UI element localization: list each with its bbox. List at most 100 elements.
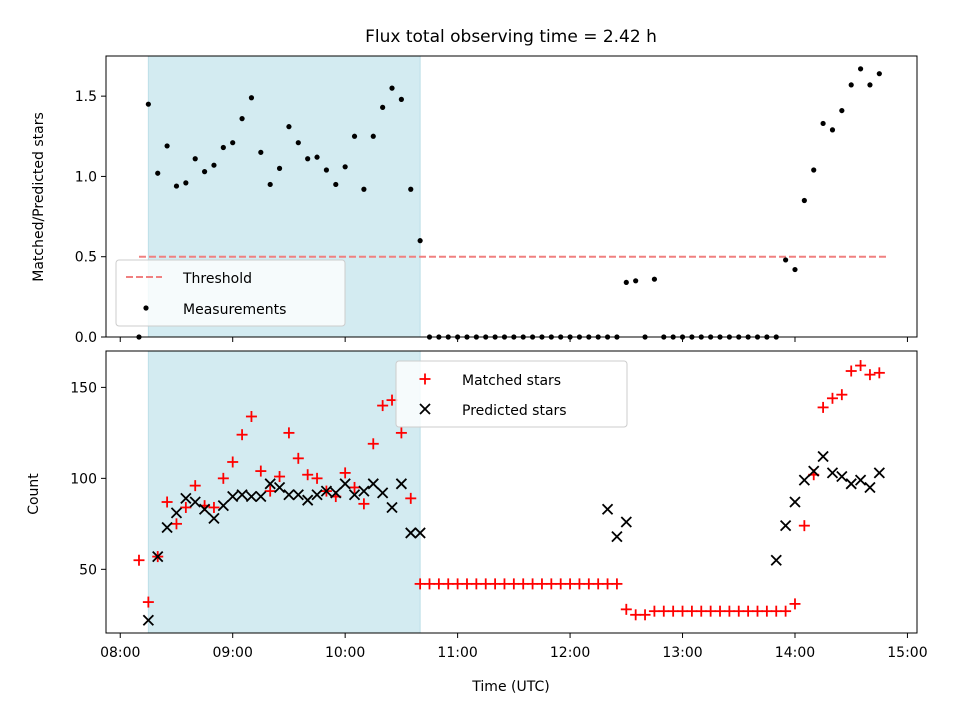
measurement-point: [370, 133, 376, 139]
predicted-star-point: [414, 527, 426, 539]
x-stroke-b: [170, 507, 183, 519]
x-stroke-b: [189, 496, 201, 508]
x-stroke-b: [245, 490, 258, 503]
x-stroke-b: [395, 478, 408, 490]
measurement-point: [633, 278, 639, 284]
predicted-star-point: [620, 516, 632, 528]
measurement-point: [417, 238, 423, 244]
predicted-star-point: [611, 530, 623, 543]
x-stroke-b: [601, 503, 614, 515]
top-legend: Threshold Measurements: [115, 259, 346, 327]
matched-star-point: [292, 452, 304, 464]
matched-star-point: [245, 410, 257, 422]
matched-star-point: [723, 605, 735, 617]
x-stroke-b: [377, 487, 389, 499]
matched-star-point: [714, 605, 726, 617]
matched-star-point: [620, 603, 632, 615]
predicted-star-point: [367, 478, 379, 490]
measurement-point: [314, 154, 320, 160]
matched-star-point: [677, 605, 689, 617]
measurement-point: [173, 183, 180, 189]
matched-star-point: [405, 492, 417, 504]
x-stroke-b: [873, 467, 885, 479]
x-stroke-b: [311, 489, 323, 501]
predicted-star-point: [339, 478, 351, 490]
predicted-star-point: [770, 554, 782, 566]
matched-star-point: [705, 605, 717, 617]
legend-predicted-swatch: [419, 403, 431, 415]
x-stroke-b: [414, 527, 426, 539]
matched-star-point: [470, 578, 482, 590]
x-stroke-b: [198, 503, 211, 515]
matched-star-point: [845, 365, 857, 377]
bottom-x-ticks: 08:00 09:00 10:00 11:00 12:00 13:00 14:00 15:00: [100, 633, 928, 661]
matched-star-point: [142, 596, 154, 608]
x-tick-label: 15:00: [887, 645, 927, 661]
matched-star-point: [836, 389, 848, 401]
y-tick-label: 150: [70, 380, 97, 396]
measurement-point: [258, 149, 264, 155]
matched-star-point: [667, 605, 679, 617]
matched-star-point: [480, 578, 492, 590]
x-tick-label: 13:00: [662, 645, 702, 661]
x-stroke-b: [808, 465, 820, 477]
matched-star-point: [733, 605, 745, 617]
predicted-star-point: [845, 478, 857, 490]
chart-title: Flux total observing time = 2.42 h: [365, 27, 657, 47]
predicted-star-point: [789, 496, 801, 508]
predicted-star-point: [808, 465, 820, 477]
matched-star-point: [817, 401, 829, 413]
predicted-star-point: [142, 614, 154, 626]
matched-star-point: [264, 485, 276, 497]
measurement-point: [333, 181, 339, 188]
predicted-star-point: [377, 487, 389, 499]
predicted-star-point: [245, 490, 258, 503]
matched-star-point: [170, 518, 182, 530]
measurement-point: [829, 127, 836, 133]
measurement-point: [408, 186, 414, 192]
y-tick-label: 1.5: [75, 89, 97, 105]
matched-star-point: [564, 578, 576, 590]
top-axes-frame: [105, 55, 918, 338]
x-stroke-b: [854, 474, 867, 486]
predicted-star-point: [236, 489, 248, 501]
measurement-point: [267, 181, 273, 188]
legend-measurements-swatch: [143, 305, 149, 311]
predicted-star-point: [292, 489, 304, 501]
matched-star-point: [339, 467, 351, 479]
matched-star-point: [555, 578, 567, 590]
matched-star-point: [789, 598, 801, 610]
predicted-star-point: [283, 489, 295, 501]
x-stroke-b: [798, 474, 810, 486]
x-stroke-b: [152, 550, 164, 563]
measurement-point: [792, 266, 798, 273]
measurement-point: [192, 156, 198, 162]
predicted-star-point: [217, 500, 229, 512]
matched-star-point: [855, 360, 867, 372]
x-stroke-b: [264, 478, 276, 490]
measurement-point: [623, 279, 629, 286]
matched-star-point: [658, 605, 670, 617]
y-tick-label: 0.5: [75, 250, 97, 266]
matched-star-point: [217, 472, 229, 484]
measurement-point: [876, 71, 882, 77]
top-panel: 0.0 0.5 1.0 1.5 Matched/Predicted stars Thr…: [31, 55, 918, 346]
x-stroke-b: [826, 467, 839, 479]
measurement-point: [867, 82, 873, 88]
matched-star-point: [358, 498, 370, 510]
legend-predicted-label: Predicted stars: [462, 403, 567, 419]
y-tick-label: 1.0: [75, 169, 97, 185]
matched-star-point: [452, 578, 464, 590]
measurement-point: [389, 85, 395, 91]
measurement-point: [230, 140, 236, 146]
bottom-panel: 50 100 150 08:00 09:00 10:00 11:00 12:00 13:00 1…: [26, 350, 928, 695]
bottom-y-axis-label: Count: [26, 473, 42, 515]
matched-star-point: [536, 578, 548, 590]
matched-star-point: [424, 578, 436, 590]
x-stroke-b: [217, 500, 229, 512]
matched-star-point: [742, 605, 754, 617]
matched-star-point: [826, 392, 838, 404]
measurement-point: [239, 116, 245, 122]
measurement-point: [820, 120, 826, 127]
predicted-star-point: [189, 496, 201, 508]
